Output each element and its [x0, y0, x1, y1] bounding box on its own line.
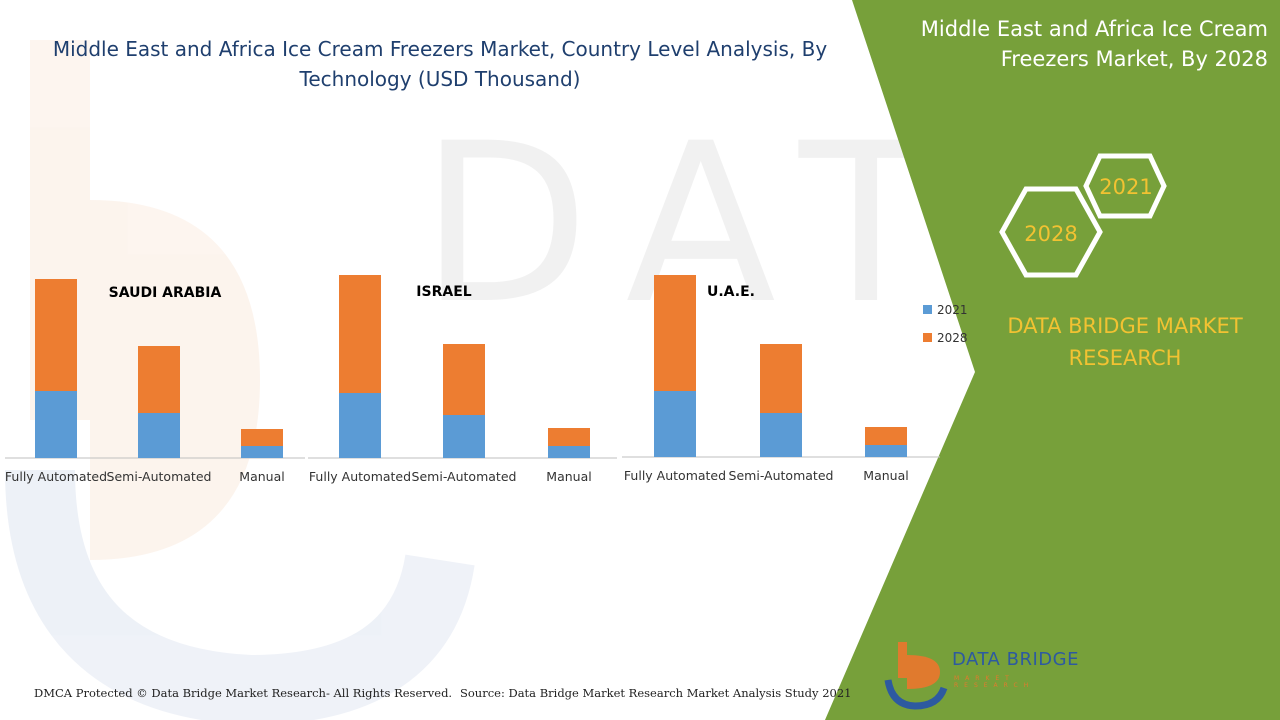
- bar-u-a-e-fully-automated-2021: [654, 391, 696, 457]
- footer-source: Source: Data Bridge Market Research Mark…: [460, 686, 852, 700]
- tick-label-saudi-arabia-semi-automated: Semi-Automated: [107, 469, 212, 484]
- legend-swatch-2021: [923, 305, 932, 314]
- chart-uae: Fully Automated Semi-Automated Manual U.A.…: [622, 275, 940, 483]
- tick-label-saudi-arabia-manual: Manual: [239, 469, 284, 484]
- green-side-panel: [825, 0, 1280, 720]
- bar-israel-semi-automated-2028: [443, 344, 485, 415]
- chart-legend: 2021 2028: [923, 303, 968, 345]
- logo-subtext: MARKET RESEARCH: [954, 675, 1035, 689]
- footer-copyright: DMCA Protected © Data Bridge Market Rese…: [34, 686, 453, 700]
- bar-israel-manual-2021: [548, 446, 590, 458]
- bar-saudi-arabia-semi-automated-2021: [138, 413, 180, 458]
- badge-year-2028: 2028: [1024, 222, 1077, 246]
- tick-label-israel-semi-automated: Semi-Automated: [412, 469, 517, 484]
- logo-wordmark: DATA BRIDGE: [952, 649, 1079, 670]
- bar-u-a-e-manual-2028: [865, 427, 907, 445]
- data-bridge-logo-icon: [884, 642, 948, 710]
- chart-israel: Fully Automated Semi-Automated Manual ISRA…: [308, 275, 617, 484]
- legend-swatch-2028: [923, 333, 932, 342]
- bar-u-a-e-semi-automated-2028: [760, 344, 802, 413]
- tick-label-u-a-e-fully-automated: Fully Automated: [624, 468, 726, 483]
- bar-saudi-arabia-manual-2028: [241, 429, 283, 446]
- bar-saudi-arabia-fully-automated-2028: [35, 279, 77, 391]
- chart-title-israel: ISRAEL: [416, 284, 471, 300]
- bar-israel-semi-automated-2021: [443, 415, 485, 458]
- bar-saudi-arabia-fully-automated-2021: [35, 391, 77, 458]
- bar-u-a-e-fully-automated-2028: [654, 275, 696, 391]
- badge-year-2021: 2021: [1099, 175, 1152, 199]
- tick-label-saudi-arabia-fully-automated: Fully Automated: [5, 469, 107, 484]
- tick-label-israel-fully-automated: Fully Automated: [309, 469, 411, 484]
- bar-israel-fully-automated-2028: [339, 275, 381, 393]
- hex-badge-2028: 2028: [999, 186, 1103, 278]
- chart-title-saudi-arabia: SAUDI ARABIA: [109, 285, 222, 301]
- bar-israel-manual-2028: [548, 428, 590, 446]
- bar-saudi-arabia-manual-2021: [241, 446, 283, 458]
- tick-label-israel-manual: Manual: [546, 469, 591, 484]
- bar-israel-fully-automated-2021: [339, 393, 381, 458]
- chart-saudi-arabia: Fully Automated Semi-Automated Manual SAUD…: [5, 279, 305, 484]
- bar-u-a-e-semi-automated-2021: [760, 413, 802, 457]
- bar-saudi-arabia-semi-automated-2028: [138, 346, 180, 413]
- tick-label-u-a-e-semi-automated: Semi-Automated: [729, 468, 834, 483]
- legend-label-2028: 2028: [937, 331, 968, 345]
- tick-label-u-a-e-manual: Manual: [863, 468, 908, 483]
- hex-badge-2021: 2021: [1083, 153, 1167, 219]
- legend-label-2021: 2021: [937, 303, 968, 317]
- chart-main-title: Middle East and Africa Ice Cream Freezer…: [52, 37, 828, 91]
- bar-u-a-e-manual-2021: [865, 445, 907, 457]
- chart-title-uae: U.A.E.: [707, 284, 755, 300]
- side-panel-title: Middle East and Africa Ice Cream Freezer…: [920, 17, 1268, 71]
- brand-tagline: DATA BRIDGE MARKET RESEARCH: [1007, 314, 1243, 370]
